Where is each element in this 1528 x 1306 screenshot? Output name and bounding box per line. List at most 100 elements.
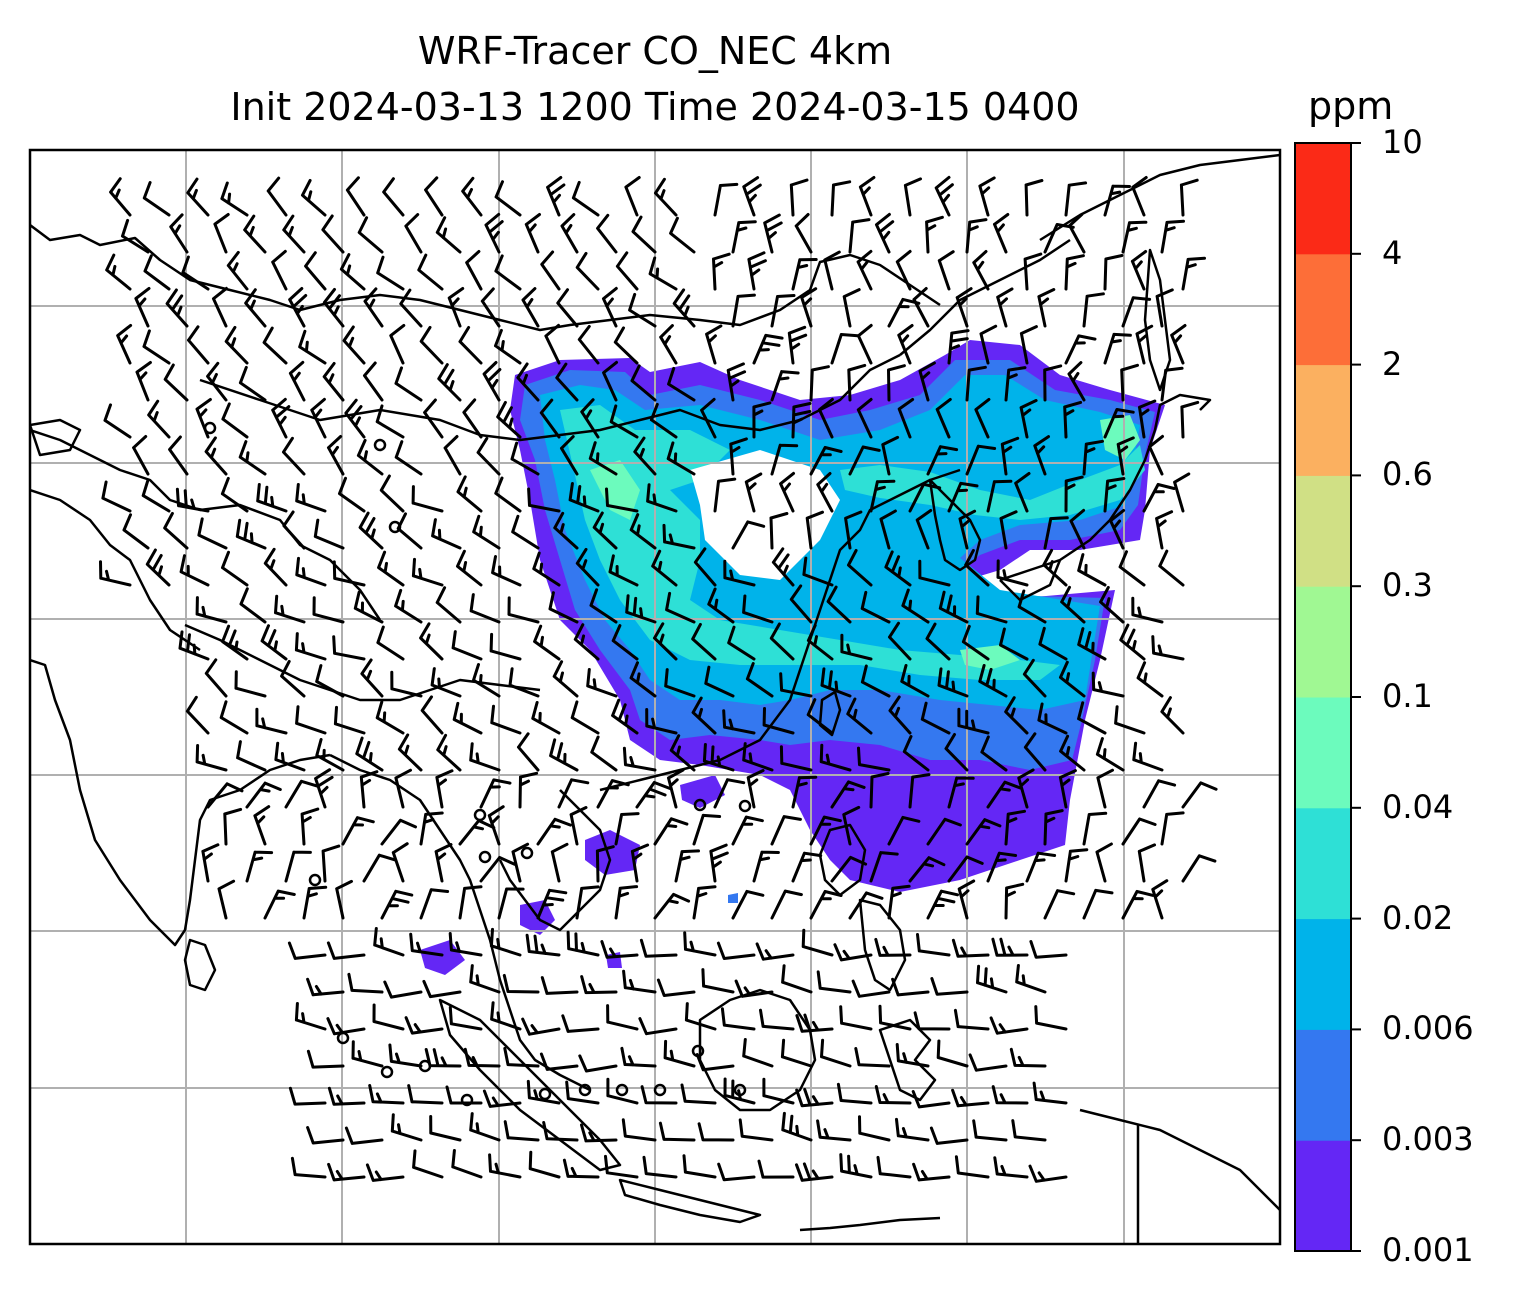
wind-barb	[1181, 781, 1218, 809]
wind-barb	[461, 176, 483, 217]
wind-barb	[195, 398, 212, 439]
wind-barb	[204, 658, 228, 698]
plume-clear-area	[690, 450, 840, 580]
wind-barb	[978, 664, 1008, 698]
wind-barb	[344, 398, 366, 439]
wind-barb	[795, 1013, 834, 1033]
wind-barb	[1017, 768, 1035, 809]
wind-barb	[562, 1158, 600, 1179]
wind-barb	[521, 1017, 561, 1036]
wind-barb	[1155, 288, 1174, 328]
wind-barb	[1118, 550, 1146, 587]
coast-lesser-sunda	[799, 1216, 941, 1232]
wind-barb	[742, 1038, 774, 1068]
wind-barb	[666, 441, 696, 476]
wind-barb	[986, 780, 1022, 809]
wind-barb	[105, 253, 132, 291]
coast-newguinea	[1079, 1108, 1280, 1211]
wind-barb	[800, 287, 818, 328]
wind-barb	[288, 287, 308, 328]
wind-barb	[1121, 890, 1155, 920]
wind-barb	[742, 742, 774, 772]
wind-barb	[179, 554, 210, 587]
wind-barb	[263, 889, 296, 920]
wind-barb	[1077, 553, 1107, 587]
wind-barb	[848, 891, 884, 920]
wind-barb	[856, 397, 873, 439]
wind-barb	[648, 256, 678, 291]
wind-barb	[565, 1080, 600, 1105]
wind-barb	[142, 329, 171, 365]
map-area	[30, 150, 1280, 1244]
wind-barb	[908, 482, 942, 513]
wind-barb	[700, 397, 717, 439]
wind-barb	[220, 476, 249, 513]
wind-barb	[360, 658, 384, 698]
wind-barb	[925, 215, 944, 254]
wind-barb	[672, 288, 696, 328]
border-north	[30, 224, 941, 332]
wind-barb	[911, 1090, 951, 1109]
wind-barb	[1022, 658, 1047, 698]
wind-barb	[409, 932, 444, 957]
wind-barb	[1180, 400, 1200, 439]
wind-barb	[448, 1005, 483, 1031]
wind-barb	[731, 220, 757, 254]
wind-barb	[656, 978, 696, 997]
wind-barb	[802, 556, 834, 587]
wind-barb	[781, 1111, 813, 1142]
wind-barb	[326, 941, 366, 960]
wind-barb	[789, 584, 813, 624]
wind-barb	[996, 287, 1014, 328]
wind-barb	[692, 813, 722, 846]
wind-barb	[860, 664, 891, 698]
wind-barb	[1032, 1081, 1068, 1105]
colorbar-swatch-0.02	[1295, 807, 1351, 920]
wind-barb	[658, 1121, 696, 1142]
wind-barb	[667, 768, 685, 809]
wind-barb	[510, 441, 540, 476]
wind-barb	[590, 735, 618, 772]
wind-barb	[745, 662, 774, 698]
wind-barb	[544, 323, 561, 365]
wind-barb	[379, 474, 405, 513]
wind-barb	[221, 402, 249, 439]
wind-barb	[633, 436, 657, 476]
border-china-russia	[899, 238, 1071, 356]
wind-barb	[1043, 809, 1064, 846]
map-title-line2: Init 2024-03-13 1200 Time 2024-03-15 040…	[230, 85, 1080, 129]
calm-marker	[578, 1083, 592, 1097]
wind-barb	[731, 520, 766, 550]
wind-barb	[926, 445, 959, 476]
wind-barb	[256, 483, 288, 513]
wind-barb	[1034, 1005, 1068, 1031]
wind-barb	[570, 700, 600, 735]
wind-barb	[322, 362, 345, 402]
wind-barb	[763, 213, 783, 254]
wind-barb	[238, 365, 267, 402]
wind-barb	[447, 287, 465, 328]
wind-barb	[1033, 435, 1050, 476]
wind-barb	[704, 665, 735, 698]
wind-barb	[669, 734, 696, 772]
wind-barb	[975, 595, 1008, 624]
wind-barb	[713, 477, 737, 513]
wind-barb	[989, 1016, 1029, 1035]
wind-barb	[1132, 741, 1164, 772]
wind-barb	[965, 365, 987, 402]
wind-barb	[669, 216, 696, 254]
wind-barb	[915, 509, 933, 550]
wind-barb	[646, 483, 678, 513]
wind-barb	[858, 1115, 891, 1142]
wind-barb	[1114, 705, 1146, 735]
wind-barb	[540, 250, 561, 291]
wind-barb	[321, 844, 341, 883]
wind-barb	[709, 843, 729, 883]
wind-barb	[965, 818, 1002, 846]
wind-barb	[1004, 882, 1025, 920]
wind-barb	[1064, 181, 1088, 217]
wind-barb	[302, 885, 328, 920]
wind-barb	[723, 559, 756, 587]
wind-barb	[451, 630, 483, 661]
wind-barb	[875, 212, 895, 254]
